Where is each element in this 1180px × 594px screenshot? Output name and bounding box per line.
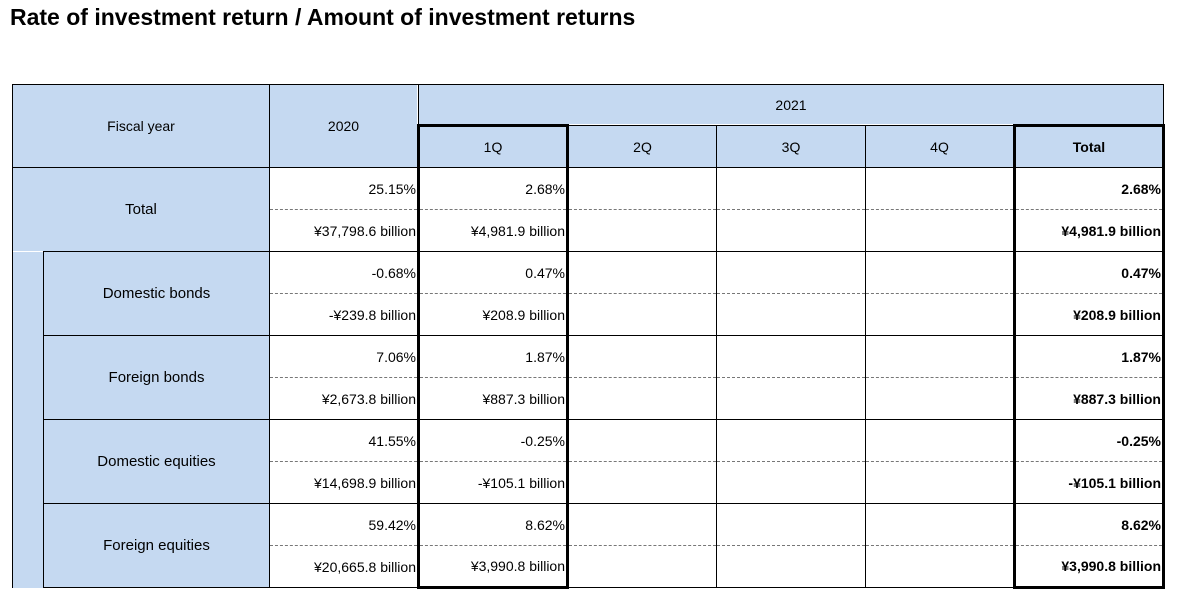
cell-4q-amount — [865, 461, 1015, 504]
table-row: ¥2,673.8 billion ¥887.3 billion ¥887.3 b… — [13, 377, 1165, 420]
row-label: Total — [12, 167, 270, 252]
row-label: Domestic equities — [43, 419, 270, 504]
table-row: Total 25.15% 2.68% 2.68% — [12, 167, 1165, 252]
cell-total-rate: 8.62% — [1013, 503, 1165, 546]
cell-3q-amount — [716, 209, 866, 252]
table-row: Domestic bonds -0.68% 0.47% 0.47% — [12, 251, 1165, 588]
cell-4q-amount — [865, 293, 1015, 336]
header-total: Total — [1013, 124, 1165, 168]
table-row: Foreign bonds 7.06% 1.87% 1.87% — [13, 335, 1165, 420]
cell-2q-rate — [567, 335, 717, 378]
cell-total-amount: -¥105.1 billion — [1013, 461, 1165, 504]
investment-return-table: Fiscal year 2020 2021 1Q 2Q 3Q 4Q Total … — [12, 84, 1165, 589]
header-2021: 2021 — [418, 84, 1164, 126]
header-3q: 3Q — [716, 125, 866, 168]
cell-1q-rate: 0.47% — [417, 251, 569, 294]
cell-4q-rate — [865, 419, 1015, 462]
row-label: Foreign equities — [43, 503, 270, 588]
cell-2020-rate: 25.15% — [269, 167, 419, 210]
cell-total-rate: 1.87% — [1013, 335, 1165, 378]
cell-1q-amount: ¥208.9 billion — [417, 293, 569, 336]
cell-2020-amount: -¥239.8 billion — [269, 293, 419, 336]
cell-3q-rate — [716, 251, 866, 294]
cell-4q-rate — [865, 335, 1015, 378]
table-row: -¥239.8 billion ¥208.9 billion ¥208.9 bi… — [13, 293, 1165, 336]
cell-2020-rate: 7.06% — [269, 335, 419, 378]
header-2q: 2Q — [567, 125, 717, 168]
cell-total-amount: ¥208.9 billion — [1013, 293, 1165, 336]
header-fiscal-year: Fiscal year — [12, 84, 270, 168]
cell-2q-amount — [567, 461, 717, 504]
indent-column — [12, 251, 44, 588]
cell-2q-amount — [567, 377, 717, 420]
header-4q: 4Q — [865, 125, 1015, 168]
cell-total-amount: ¥4,981.9 billion — [1013, 209, 1165, 252]
table-row: Domestic equities 41.55% -0.25% -0.25% — [13, 419, 1165, 504]
header-2020: 2020 — [269, 84, 419, 168]
cell-2020-amount: ¥37,798.6 billion — [269, 209, 419, 252]
cell-1q-rate: 1.87% — [417, 335, 569, 378]
table-row: ¥14,698.9 billion -¥105.1 billion -¥105.… — [13, 461, 1165, 504]
cell-2020-rate: 59.42% — [269, 503, 419, 546]
cell-total-rate: 2.68% — [1013, 167, 1165, 210]
row-label: Foreign bonds — [43, 335, 270, 420]
table-row: ¥37,798.6 billion ¥4,981.9 billion ¥4,98… — [13, 209, 1165, 252]
cell-1q-amount: ¥887.3 billion — [417, 377, 569, 420]
cell-4q-rate — [865, 503, 1015, 546]
cell-4q-rate — [865, 167, 1015, 210]
cell-3q-rate — [716, 503, 866, 546]
cell-3q-amount — [716, 293, 866, 336]
cell-3q-rate — [716, 419, 866, 462]
cell-1q-rate: 2.68% — [417, 167, 569, 210]
cell-total-amount: ¥887.3 billion — [1013, 377, 1165, 420]
cell-3q-amount — [716, 461, 866, 504]
cell-1q-rate: 8.62% — [417, 503, 569, 546]
cell-1q-rate: -0.25% — [417, 419, 569, 462]
cell-2020-rate: -0.68% — [269, 251, 419, 294]
cell-3q-amount — [716, 545, 866, 588]
cell-2q-amount — [567, 209, 717, 252]
cell-2q-rate — [567, 419, 717, 462]
cell-2020-amount: ¥2,673.8 billion — [269, 377, 419, 420]
cell-total-amount: ¥3,990.8 billion — [1013, 545, 1165, 589]
cell-1q-amount: ¥4,981.9 billion — [417, 209, 569, 252]
cell-3q-rate — [716, 335, 866, 378]
cell-total-rate: 0.47% — [1013, 251, 1165, 294]
cell-2q-amount — [567, 293, 717, 336]
cell-1q-amount: ¥3,990.8 billion — [417, 545, 569, 589]
cell-4q-amount — [865, 209, 1015, 252]
cell-2020-amount: ¥14,698.9 billion — [269, 461, 419, 504]
cell-3q-amount — [716, 377, 866, 420]
cell-4q-amount — [865, 545, 1015, 588]
cell-2q-rate — [567, 167, 717, 210]
cell-3q-rate — [716, 167, 866, 210]
cell-2020-rate: 41.55% — [269, 419, 419, 462]
page-title: Rate of investment return / Amount of in… — [10, 4, 636, 30]
header-1q: 1Q — [417, 124, 569, 168]
cell-total-rate: -0.25% — [1013, 419, 1165, 462]
cell-4q-amount — [865, 377, 1015, 420]
table-row: ¥20,665.8 billion ¥3,990.8 billion ¥3,99… — [13, 545, 1165, 589]
row-label: Domestic bonds — [43, 251, 270, 336]
cell-2020-amount: ¥20,665.8 billion — [269, 545, 419, 588]
cell-2q-rate — [567, 251, 717, 294]
cell-4q-rate — [865, 251, 1015, 294]
cell-2q-amount — [567, 545, 717, 588]
table-row: Foreign equities 59.42% 8.62% 8.62% — [13, 503, 1165, 588]
cell-2q-rate — [567, 503, 717, 546]
cell-1q-amount: -¥105.1 billion — [417, 461, 569, 504]
